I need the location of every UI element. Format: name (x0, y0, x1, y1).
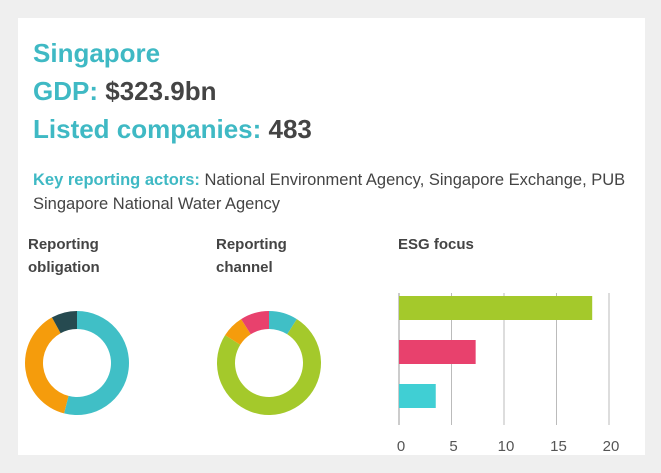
listed-label: Listed companies: (33, 114, 262, 144)
x-tick-label: 0 (397, 438, 405, 455)
chart-title: ESG focus (398, 236, 474, 253)
x-tick-label: 15 (550, 438, 567, 455)
donut-segment (269, 311, 297, 335)
listed: Listed companies: 483 (33, 110, 312, 148)
gdp-value: $323.9bn (105, 76, 217, 106)
donut-segment (51, 311, 77, 334)
x-tick-label: 10 (498, 438, 515, 455)
donut-segment (217, 319, 321, 415)
header: Singapore GDP: $323.9bn Listed companies… (33, 34, 312, 148)
donut-segment (25, 317, 69, 414)
actors-text: National Environment Agency, Singapore E… (33, 171, 626, 213)
gdp: GDP: $323.9bn (33, 72, 312, 110)
bar (399, 296, 593, 320)
bar (399, 340, 476, 364)
gdp-label: GDP: (33, 76, 98, 106)
bar (399, 384, 436, 408)
listed-value: 483 (268, 114, 312, 144)
country: Singapore (33, 38, 161, 68)
donut-segment (241, 311, 269, 335)
chart-title: Reporting channel (216, 236, 287, 276)
key-actors: Key reporting actors: National Environme… (33, 168, 648, 216)
chart-title: Reporting obligation (28, 236, 100, 276)
donut-segment (225, 319, 251, 345)
actors-label: Key reporting actors: (33, 171, 200, 189)
donut-segment (64, 311, 130, 416)
x-tick-label: 5 (449, 438, 457, 455)
x-tick-label: 20 (603, 438, 620, 455)
